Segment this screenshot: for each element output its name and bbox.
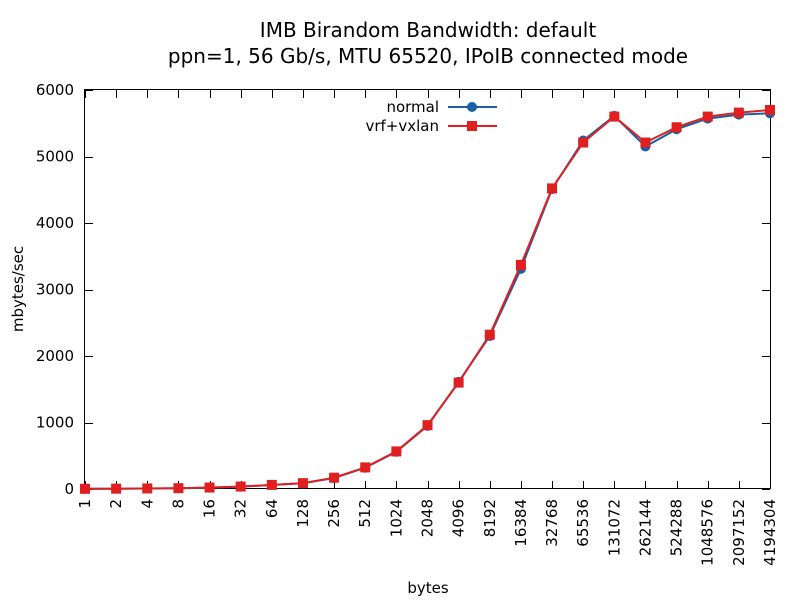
data-point — [235, 481, 246, 492]
data-point — [360, 462, 371, 473]
x-tick-label: 1048576 — [699, 499, 717, 566]
data-point — [80, 483, 90, 494]
data-point — [515, 259, 526, 270]
x-tick-label: 32 — [232, 499, 250, 518]
chart-subtitle: ppn=1, 56 Gb/s, MTU 65520, IPoIB connect… — [168, 44, 688, 68]
y-tick-label: 3000 — [36, 281, 74, 299]
x-tick-label: 512 — [356, 499, 374, 528]
data-point — [547, 183, 558, 194]
series-normal — [80, 108, 775, 494]
x-tick-label: 256 — [325, 499, 343, 528]
series-vrf+vxlan — [80, 104, 775, 494]
data-point — [702, 111, 713, 122]
data-point — [578, 137, 589, 148]
x-tick-label: 4 — [138, 499, 156, 509]
y-tick-label: 6000 — [36, 81, 74, 99]
series-line — [84, 112, 771, 490]
x-tick-label: 65536 — [574, 499, 592, 547]
data-point — [733, 107, 744, 118]
x-tick-label: 8192 — [481, 499, 499, 537]
data-point — [111, 483, 122, 494]
legend-marker — [467, 121, 477, 131]
series-line — [84, 109, 771, 490]
x-tick-label: 2048 — [419, 499, 437, 537]
series-layer — [80, 104, 775, 494]
y-tick-label: 4000 — [36, 214, 74, 232]
data-point — [453, 377, 464, 388]
x-tick-label: 4194304 — [761, 499, 779, 566]
x-tick-label: 16384 — [512, 499, 530, 547]
data-point — [329, 472, 340, 483]
data-point — [142, 483, 153, 494]
legend-label: vrf+vxlan — [365, 117, 439, 135]
y-tick-label: 5000 — [36, 148, 74, 166]
x-tick-label: 1024 — [387, 499, 405, 537]
y-axis-label: mbytes/sec — [9, 246, 27, 332]
x-tick-label: 131072 — [605, 499, 623, 556]
data-point — [297, 478, 308, 489]
x-tick-label: 262144 — [636, 499, 654, 556]
x-tick-label: 2097152 — [730, 499, 748, 566]
data-point — [266, 479, 277, 490]
x-tick-label: 128 — [294, 499, 312, 528]
plot-frame — [84, 89, 771, 489]
x-tick-label: 2 — [107, 499, 125, 509]
x-axis: 1 2 4 8 16 32 64 128 256 512 1024 2048 4096 8192 16384… — [76, 90, 779, 566]
x-tick-label: 524288 — [668, 499, 686, 556]
data-point — [765, 104, 775, 115]
data-point — [204, 482, 215, 493]
x-tick-label: 16 — [201, 499, 219, 518]
y-axis: 0 1000 2000 3000 4000 5000 6000 — [36, 81, 770, 498]
legend-label: normal — [386, 98, 439, 116]
data-point — [609, 111, 620, 122]
legend-marker — [467, 102, 477, 112]
x-tick-label: 8 — [169, 499, 187, 509]
y-tick-label: 0 — [64, 480, 74, 498]
y-tick-label: 2000 — [36, 347, 74, 365]
x-tick-label: 1 — [76, 499, 94, 509]
data-point — [671, 122, 682, 133]
data-point — [484, 329, 495, 340]
data-point — [391, 446, 402, 457]
x-tick-label: 32768 — [543, 499, 561, 547]
data-point — [640, 137, 651, 148]
x-axis-label: bytes — [407, 579, 449, 597]
x-tick-label: 64 — [263, 499, 281, 518]
chart-title: IMB Birandom Bandwidth: default — [260, 18, 597, 42]
y-tick-label: 1000 — [36, 414, 74, 432]
data-point — [422, 420, 433, 431]
x-tick-label: 4096 — [450, 499, 468, 537]
data-point — [173, 483, 184, 494]
